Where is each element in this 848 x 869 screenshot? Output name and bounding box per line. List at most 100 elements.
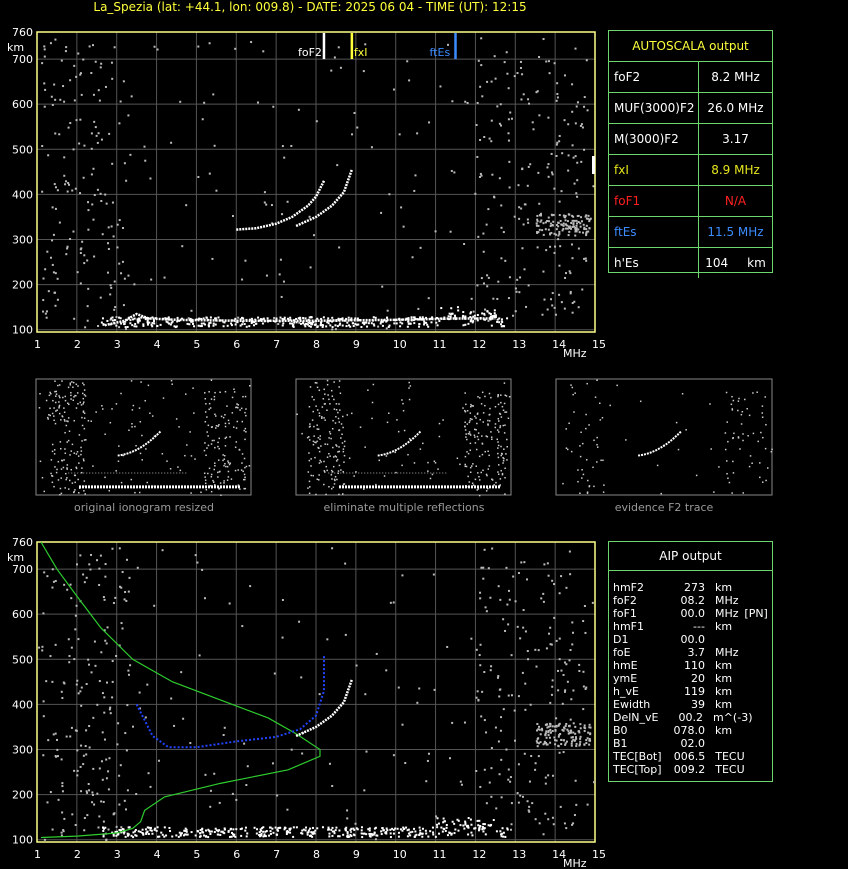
noise-dot: [544, 782, 547, 785]
noise-dot: [42, 310, 45, 313]
thumbnail-dot: [732, 437, 734, 439]
e-layer-dot: [255, 832, 258, 835]
thumbnail-dot: [214, 391, 216, 394]
e-layer-dot: [301, 829, 304, 832]
thumbnail-dot: [759, 476, 761, 479]
e-layer-dot: [445, 826, 448, 829]
e-layer-dot: [207, 324, 210, 327]
thumbnail-dot: [301, 432, 303, 435]
noise-dot: [545, 730, 548, 733]
thumbnail-dot: [422, 442, 424, 445]
thumbnail-dot: [742, 439, 744, 442]
thumbnail-dot: [238, 449, 241, 451]
noise-dot: [161, 549, 164, 552]
noise-dot: [574, 779, 577, 782]
noise-dot: [569, 649, 572, 652]
noise-dot: [121, 627, 124, 630]
noise-dot: [559, 245, 562, 248]
noise-dot: [534, 818, 537, 821]
noise-dot: [276, 794, 279, 797]
thumbnail-dot: [343, 461, 345, 463]
e-layer-dot: [341, 324, 344, 327]
noise-dot: [579, 225, 582, 228]
noise-dot: [107, 788, 110, 791]
e-layer-dot: [450, 307, 453, 310]
noise-dot: [83, 829, 86, 832]
e-layer-dot: [384, 831, 387, 834]
noise-dot: [88, 663, 91, 666]
thumbnail-dot: [469, 405, 472, 408]
e-layer-dot: [134, 828, 137, 831]
noise-dot: [536, 218, 539, 221]
e-layer-dot: [387, 325, 390, 328]
noise-dot: [555, 99, 558, 102]
noise-dot: [554, 743, 557, 746]
noise-dot: [484, 606, 487, 609]
noise-dot: [109, 706, 112, 709]
noise-dot: [539, 212, 542, 215]
noise-dot: [547, 220, 550, 223]
autoscala-value: N/A: [724, 194, 747, 208]
noise-dot: [339, 66, 342, 69]
noise-dot: [546, 166, 549, 169]
thumbnail-dot: [139, 452, 142, 455]
e-layer-dot: [361, 321, 364, 324]
noise-dot: [574, 739, 577, 742]
thumbnail-dot: [139, 420, 142, 423]
thumbnail-dot: [481, 442, 484, 445]
noise-dot: [517, 572, 520, 575]
noise-dot: [516, 278, 519, 281]
thumbnail-dot: [307, 471, 310, 473]
e-layer-dot: [489, 824, 492, 827]
thumbnail-dot: [477, 396, 479, 398]
e-layer-dot: [430, 317, 433, 320]
thumbnail-dot: [333, 408, 336, 410]
noise-dot: [101, 233, 104, 236]
noise-dot: [569, 290, 572, 293]
thumbnail-dot: [60, 492, 63, 495]
e-layer-dot: [186, 833, 189, 836]
thumbnail-dot: [378, 459, 381, 462]
e-layer-dot: [435, 823, 438, 826]
noise-dot: [73, 64, 76, 67]
noise-dot: [555, 639, 558, 642]
e-layer-dot: [140, 316, 143, 319]
plot-frame: [36, 31, 596, 333]
e-layer-dot: [282, 322, 285, 325]
thumbnail-dot: [54, 395, 57, 397]
e-layer-dot: [502, 835, 505, 838]
thumbnail-dot: [223, 454, 226, 457]
noise-dot: [209, 789, 212, 792]
aip-flag: [744, 646, 772, 659]
thumbnail-dot: [75, 466, 77, 469]
thumbnail-dot: [505, 453, 507, 455]
noise-dot: [517, 695, 520, 698]
e-layer-dot: [115, 834, 118, 837]
thumbnail-dot: [318, 389, 321, 392]
noise-dot: [481, 95, 484, 98]
noise-dot: [537, 224, 540, 227]
e-layer-dot: [471, 321, 474, 324]
e-layer-dot: [306, 323, 309, 326]
e-layer-dot: [483, 827, 486, 830]
e-layer-dot: [357, 323, 360, 326]
noise-dot: [555, 154, 558, 157]
thumbnail-dot: [685, 429, 687, 431]
noise-dot: [144, 159, 147, 162]
e-layer-dot: [493, 312, 496, 315]
e-layer-dot: [228, 835, 231, 838]
thumbnail-dot: [325, 493, 327, 496]
e-layer-dot: [272, 831, 275, 834]
noise-dot: [426, 759, 429, 762]
e-layer-dot: [226, 324, 229, 327]
e-layer-dot: [362, 832, 365, 835]
aip-unit: km: [714, 581, 733, 594]
aip-unit: TECU: [715, 750, 745, 763]
e-layer-dot: [354, 317, 357, 320]
noise-dot: [98, 567, 101, 570]
thumbnail-dot: [310, 465, 312, 467]
thumbnail-dot: [204, 420, 207, 423]
thumbnail-dot: [217, 476, 219, 478]
thumbnail-dot: [499, 425, 502, 427]
noise-dot: [571, 643, 574, 646]
